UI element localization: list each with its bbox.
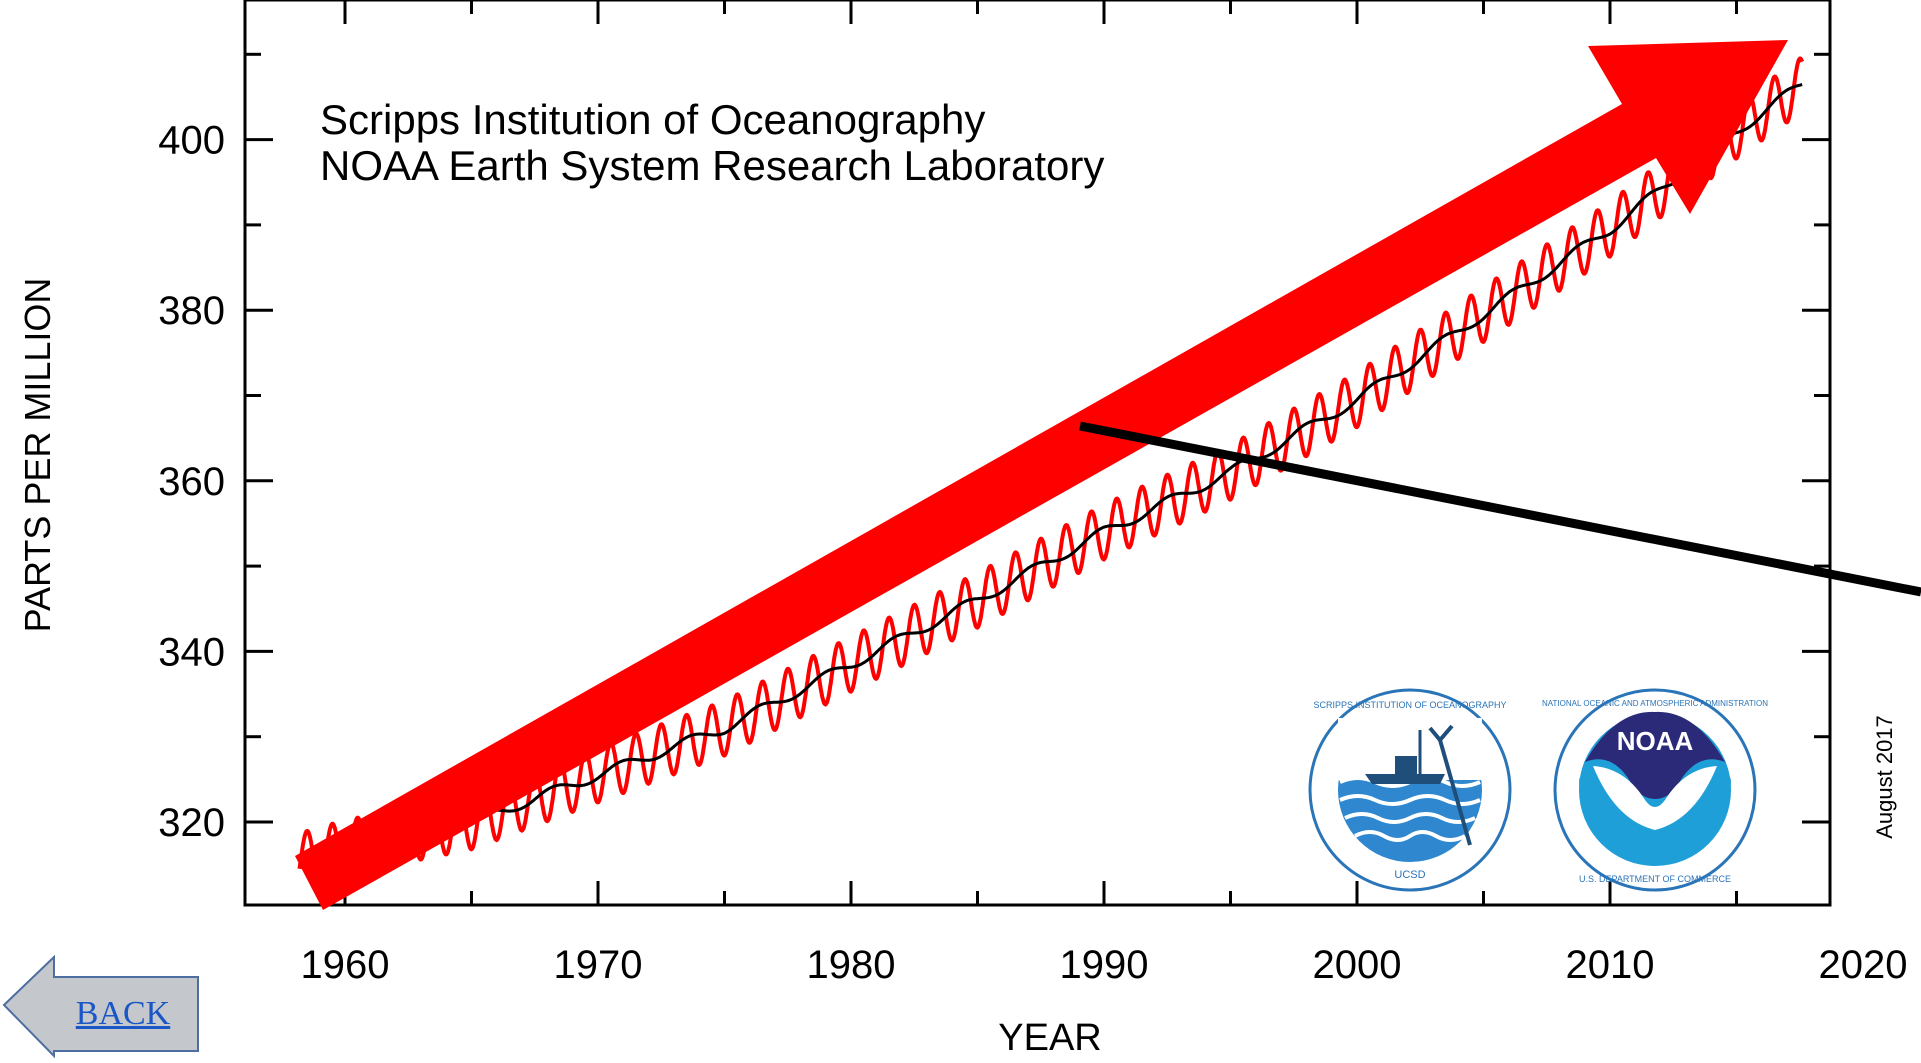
x-tick-label: 1990	[1060, 943, 1149, 987]
x-tick-label: 2020	[1819, 943, 1908, 987]
back-button[interactable]: BACK	[2, 955, 202, 1058]
x-tick-label: 1960	[301, 943, 390, 987]
noaa-logo: NOAA NATIONAL OCEANIC AND ATMOSPHERIC AD…	[1542, 688, 1768, 892]
x-tick-label: 2010	[1566, 943, 1655, 987]
red-trend-arrow	[295, 40, 1788, 910]
x-tick-label: 1980	[807, 943, 896, 987]
y-tick-label: 340	[158, 630, 225, 674]
series-monthly-co2	[297, 56, 1805, 885]
x-tick-labels: 1960 1970 1980 1990 2000 2010 2020	[301, 943, 1908, 987]
date-stamp: August 2017	[1872, 715, 1897, 839]
y-tick-label: 400	[158, 119, 225, 163]
black-pointer-line	[1079, 421, 1921, 597]
institution-line-1: Scripps Institution of Oceanography	[320, 96, 985, 143]
series-trend-co2	[299, 83, 1803, 864]
scripps-logo: UCSD SCRIPPS INSTITUTION OF OCEANOGRAPHY	[1308, 688, 1512, 892]
y-tick-label: 360	[158, 460, 225, 504]
x-tick-label: 1970	[554, 943, 643, 987]
scripps-logo-text-top: SCRIPPS INSTITUTION OF OCEANOGRAPHY	[1313, 700, 1506, 710]
institution-line-2: NOAA Earth System Research Laboratory	[320, 142, 1104, 189]
x-axis-label: YEAR	[998, 1017, 1101, 1058]
scripps-logo-text-bottom: UCSD	[1394, 869, 1425, 881]
y-tick-labels: 320 340 360 380 400	[158, 119, 225, 845]
y-tick-label: 320	[158, 801, 225, 845]
y-axis-label: PARTS PER MILLION	[17, 278, 58, 633]
noaa-logo-center: NOAA	[1617, 726, 1694, 756]
back-arrow-icon	[2, 955, 199, 1058]
y-tick-label: 380	[158, 289, 225, 333]
x-tick-label: 2000	[1313, 943, 1402, 987]
noaa-logo-text-bottom: U.S. DEPARTMENT OF COMMERCE	[1579, 874, 1731, 884]
noaa-logo-text-top: NATIONAL OCEANIC AND ATMOSPHERIC ADMINIS…	[1542, 699, 1768, 708]
back-button-label: BACK	[75, 995, 171, 1032]
